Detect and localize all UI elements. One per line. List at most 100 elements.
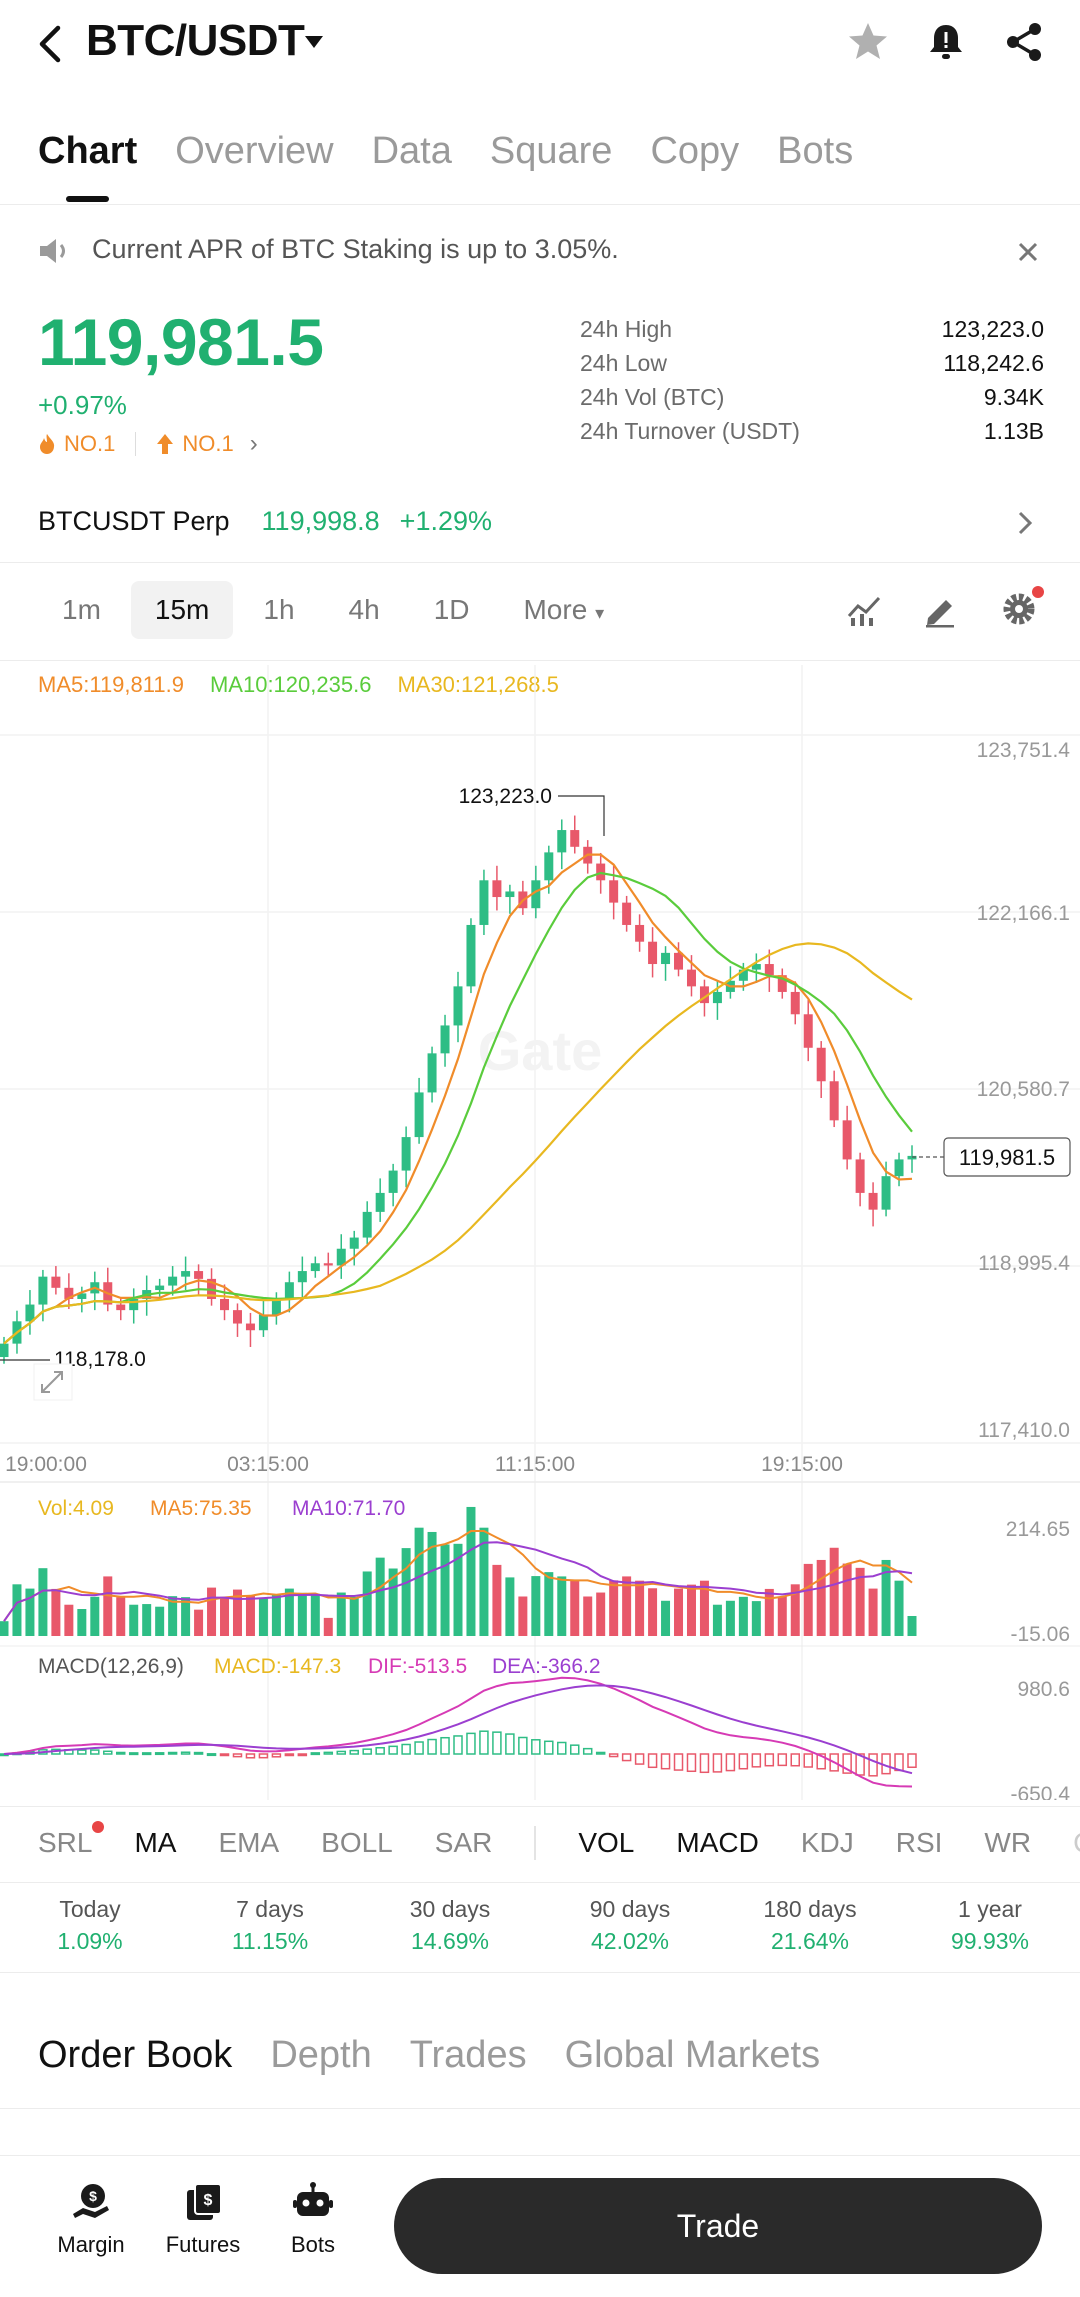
volume-bar — [803, 1563, 813, 1636]
tab-order-book[interactable]: Order Book — [38, 2034, 233, 2076]
price-tick: 120,580.7 — [977, 1078, 1070, 1101]
volume-bar — [907, 1616, 917, 1636]
price-chart[interactable]: Gate 123,751.4 122,166.1 120,580.7 118,9… — [0, 660, 1080, 1800]
volume-bar — [505, 1577, 515, 1636]
volume-bar — [220, 1596, 230, 1636]
macd-bar — [582, 1747, 593, 1755]
rank-badges[interactable]: NO.1 NO.1 › — [38, 430, 258, 458]
indicator-rsi[interactable]: RSI — [895, 1827, 943, 1858]
back-arrow-icon[interactable] — [34, 22, 70, 66]
last-price: 119,981.5 — [38, 305, 324, 379]
interval-15m[interactable]: 15m — [130, 581, 234, 639]
perp-link[interactable]: BTCUSDT Perp 119,998.8 +1.29% — [38, 506, 492, 537]
candle-body — [492, 880, 502, 898]
indicator-srl[interactable]: SRL — [38, 1821, 105, 1859]
candle-body — [232, 1310, 242, 1324]
indicator-ema[interactable]: EMA — [218, 1827, 280, 1858]
interval-1d[interactable]: 1D — [433, 594, 470, 625]
price-tick: 123,751.4 — [977, 739, 1071, 762]
volume-bar — [207, 1587, 217, 1636]
tab-bots[interactable]: Bots — [777, 130, 854, 172]
interval-1h[interactable]: 1h — [263, 594, 295, 625]
indicator-ma[interactable]: MA — [134, 1827, 177, 1858]
macd-bar — [362, 1748, 372, 1755]
nav-bots[interactable]: Bots — [258, 2180, 368, 2258]
pair-title[interactable]: BTC/USDT — [86, 16, 305, 65]
dif-line — [3, 1676, 913, 1788]
indicator-vol[interactable]: VOL — [578, 1827, 635, 1858]
tab-depth[interactable]: Depth — [270, 2034, 372, 2076]
indicator-kdj[interactable]: KDJ — [800, 1827, 854, 1858]
stat-24h-low: 24h Low 118,242.6 — [580, 350, 1044, 376]
candle-body — [531, 880, 541, 909]
ma-legend: MA5:119,811.9 MA10:120,235.6 MA30:121,26… — [38, 672, 559, 698]
macd-bar — [777, 1753, 788, 1767]
tab-square[interactable]: Square — [489, 130, 613, 172]
chevron-down-icon[interactable] — [304, 34, 324, 50]
close-icon[interactable] — [1012, 236, 1044, 268]
gear-icon[interactable] — [1000, 590, 1038, 628]
indicator-boll[interactable]: BOLL — [321, 1827, 393, 1858]
interval-1m[interactable]: 1m — [62, 594, 101, 625]
perf-today: Today 1.09% — [57, 1896, 123, 1954]
tab-overview[interactable]: Overview — [175, 130, 334, 172]
volume-bar — [466, 1506, 476, 1636]
volume-bar — [323, 1617, 333, 1636]
candle-body — [829, 1081, 839, 1121]
macd-histogram — [0, 1730, 917, 1777]
stat-24h-vol: 24h Vol (BTC) 9.34K — [580, 384, 1044, 410]
announcement-text[interactable]: Current APR of BTC Staking is up to 3.05… — [92, 234, 619, 264]
tab-data[interactable]: Data — [371, 130, 452, 172]
tab-global-markets[interactable]: Global Markets — [564, 2034, 821, 2076]
macd-bar — [115, 1751, 126, 1755]
volume-bar — [764, 1588, 774, 1636]
ma-lines — [3, 853, 913, 1345]
volume-bar — [518, 1596, 528, 1636]
rank-gainer: NO.1 — [182, 431, 234, 456]
candle-body — [907, 1155, 917, 1160]
indicator-macd[interactable]: MACD — [676, 1827, 759, 1858]
volume-bar — [868, 1588, 878, 1636]
volume-bar — [427, 1531, 437, 1636]
share-icon[interactable] — [1002, 20, 1046, 64]
expand-icon[interactable] — [33, 1363, 73, 1401]
svg-text:$: $ — [89, 2188, 97, 2204]
candle-body — [388, 1170, 398, 1193]
volume-bar — [777, 1596, 787, 1636]
macd-bar — [180, 1751, 191, 1755]
macd-bar — [375, 1747, 385, 1755]
tab-chart[interactable]: Chart — [38, 130, 137, 202]
macd-bar — [77, 1749, 87, 1755]
interval-4h[interactable]: 4h — [348, 594, 380, 625]
macd-bar — [531, 1739, 541, 1755]
futures-icon: $ — [187, 2183, 222, 2220]
indicator-chart-icon[interactable] — [846, 592, 882, 628]
tab-trades[interactable]: Trades — [409, 2034, 527, 2076]
macd-bar — [466, 1732, 476, 1755]
macd-bar — [842, 1753, 852, 1774]
macd-bar — [518, 1736, 528, 1755]
chart-grid — [0, 665, 1080, 1800]
macd-bar — [103, 1750, 113, 1755]
nav-futures[interactable]: $ Futures — [148, 2180, 258, 2258]
volume-bar — [725, 1600, 735, 1636]
candle-body — [362, 1211, 372, 1238]
macd-lines — [3, 1676, 913, 1788]
favorite-star-icon[interactable] — [846, 20, 890, 64]
chevron-right-icon[interactable] — [1014, 508, 1036, 538]
indicator-wr[interactable]: WR — [984, 1827, 1032, 1858]
nav-margin[interactable]: $ Margin — [36, 2180, 146, 2258]
volume-bar — [38, 1568, 48, 1636]
pencil-icon[interactable] — [922, 592, 958, 628]
macd-bar — [829, 1753, 839, 1772]
trade-button[interactable]: Trade — [394, 2178, 1042, 2274]
candle-body — [505, 891, 515, 898]
candle-body — [181, 1271, 191, 1277]
macd-bar — [245, 1753, 256, 1759]
interval-more[interactable]: More ▾ — [523, 594, 605, 625]
indicator-more[interactable]: C — [1073, 1827, 1080, 1859]
indicator-sar[interactable]: SAR — [434, 1827, 493, 1858]
tab-copy[interactable]: Copy — [650, 130, 740, 172]
stat-24h-high: 24h High 123,223.0 — [580, 316, 1044, 342]
bell-alert-icon[interactable] — [924, 20, 968, 64]
